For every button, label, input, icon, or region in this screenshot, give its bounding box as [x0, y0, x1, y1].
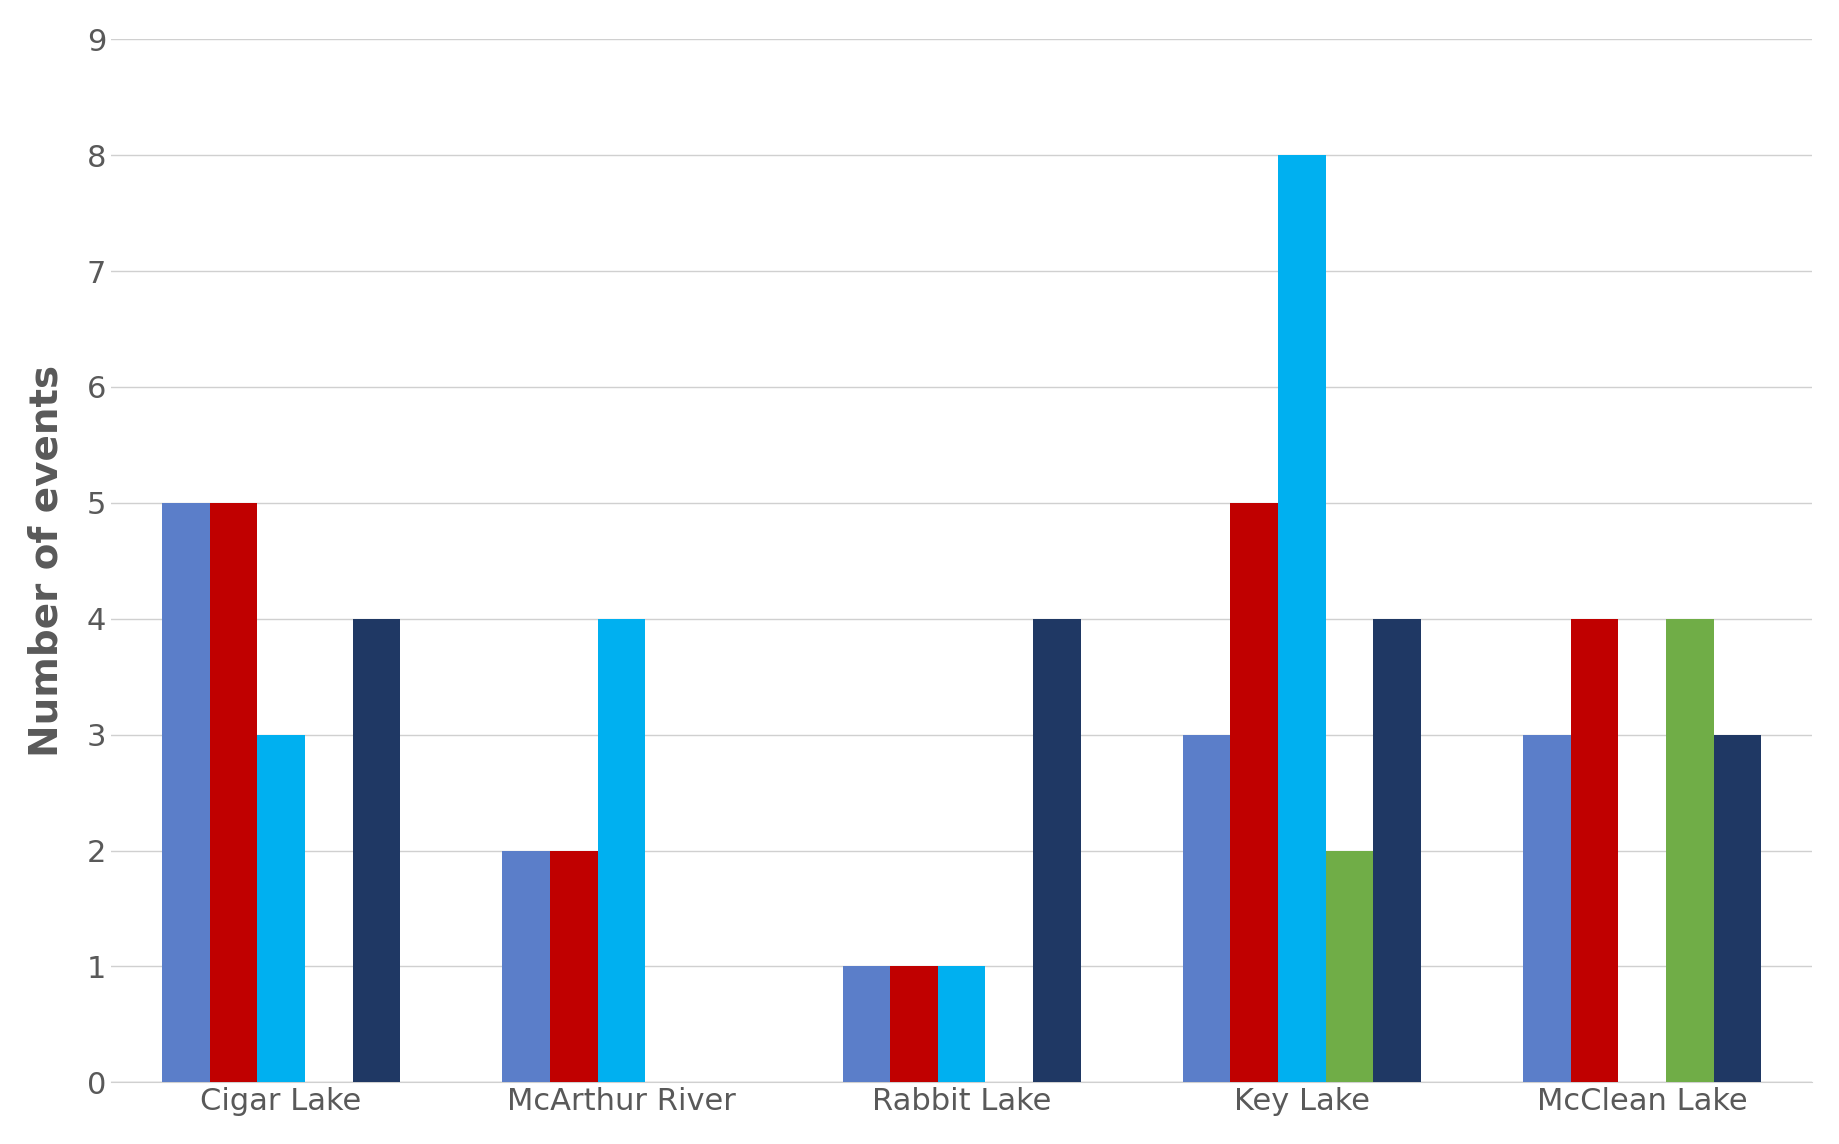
Bar [1182, 734, 1230, 1082]
Y-axis label: Number of events: Number of events [28, 365, 66, 757]
Bar [1523, 734, 1571, 1082]
Bar [1278, 156, 1324, 1082]
Bar [1032, 619, 1079, 1082]
Bar [1372, 619, 1420, 1082]
Bar [1664, 619, 1712, 1082]
Bar [550, 851, 598, 1082]
Bar [257, 734, 305, 1082]
Bar [1712, 734, 1760, 1082]
Bar [1230, 503, 1278, 1082]
Bar [890, 967, 938, 1082]
Bar [842, 967, 890, 1082]
Bar [502, 851, 550, 1082]
Bar [162, 503, 210, 1082]
Bar [598, 619, 645, 1082]
Bar [1324, 851, 1372, 1082]
Bar [1571, 619, 1616, 1082]
Bar [353, 619, 399, 1082]
Bar [938, 967, 986, 1082]
Bar [210, 503, 257, 1082]
